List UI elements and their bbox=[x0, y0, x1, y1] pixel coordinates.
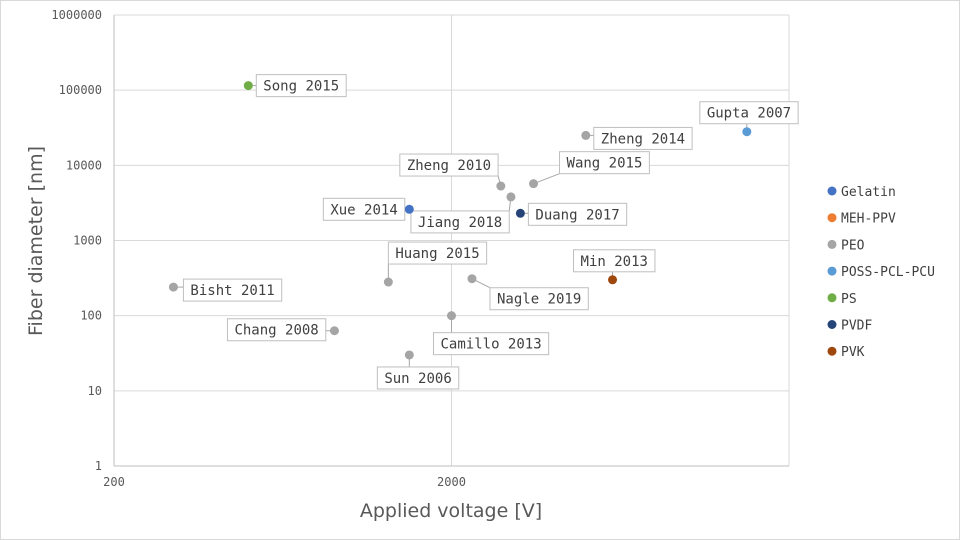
data-label: Sun 2006 bbox=[384, 371, 451, 387]
legend-label: PS bbox=[841, 292, 857, 307]
data-label-box bbox=[410, 210, 510, 234]
data-point bbox=[742, 127, 752, 137]
data-label: Chang 2008 bbox=[234, 323, 318, 339]
data-label: Camillo 2013 bbox=[441, 337, 542, 353]
data-label: Huang 2015 bbox=[395, 246, 479, 262]
data-label-box bbox=[226, 318, 327, 342]
y-tick-label: 10000 bbox=[66, 158, 102, 172]
legend-label: PVDF bbox=[841, 319, 872, 334]
x-tick-label: 2000 bbox=[437, 475, 466, 489]
data-point bbox=[447, 311, 456, 321]
data-label-box bbox=[489, 287, 589, 311]
axes bbox=[113, 15, 789, 467]
data-label: Song 2015 bbox=[263, 79, 339, 95]
legend-label: PEO bbox=[841, 238, 865, 253]
data-label-box bbox=[593, 126, 693, 150]
data-label: Zheng 2010 bbox=[407, 158, 491, 174]
legend: Gelatin MEH-PPV PEO POSS-PCL-PCU PS PVDF PVK bbox=[827, 185, 935, 360]
data-label-box bbox=[182, 278, 283, 302]
y-tick-label: 1000 bbox=[73, 234, 102, 248]
data-label: Min 2013 bbox=[581, 254, 648, 270]
data-label-box bbox=[399, 153, 499, 177]
data-label: Gupta 2007 bbox=[707, 106, 791, 122]
data-points bbox=[168, 81, 752, 360]
legend-label: MEH-PPV bbox=[841, 212, 896, 227]
legend-marker bbox=[827, 186, 837, 196]
data-label: Bisht 2011 bbox=[190, 283, 274, 299]
data-label: Xue 2014 bbox=[330, 202, 397, 218]
data-label-box bbox=[387, 241, 488, 265]
x-axis-title: Applied voltage [V] bbox=[360, 500, 542, 522]
data-label: Jiang 2018 bbox=[418, 215, 502, 231]
legend-marker bbox=[827, 346, 837, 356]
x-tick-label: 200 bbox=[103, 475, 125, 489]
data-point bbox=[529, 179, 539, 189]
legend-label: POSS-PCL-PCU bbox=[841, 265, 935, 280]
data-label: Nagle 2019 bbox=[497, 292, 581, 308]
data-point bbox=[506, 192, 516, 202]
data-point bbox=[581, 130, 591, 140]
data-point bbox=[496, 181, 506, 191]
legend-marker bbox=[827, 239, 837, 249]
data-point bbox=[168, 282, 178, 292]
data-point bbox=[329, 326, 339, 336]
legend-label: PVK bbox=[841, 345, 865, 360]
data-label: Zheng 2014 bbox=[601, 131, 685, 147]
legend-marker bbox=[827, 293, 837, 303]
y-tick-label: 1000000 bbox=[51, 8, 102, 22]
y-tick-label: 10 bbox=[88, 384, 102, 398]
data-label-box bbox=[376, 366, 460, 390]
y-tick-label: 100 bbox=[80, 309, 102, 323]
data-point bbox=[383, 277, 393, 287]
data-label-leader bbox=[533, 173, 560, 185]
data-label-box bbox=[433, 332, 550, 356]
legend-marker bbox=[827, 320, 837, 329]
data-point bbox=[515, 208, 525, 218]
y-tick-label: 100000 bbox=[59, 83, 102, 97]
legend-marker bbox=[827, 213, 837, 223]
tick-labels: 1 10 100 1000 10000 100000 1000000 200 2000 bbox=[51, 8, 466, 489]
data-point bbox=[467, 274, 477, 284]
grid bbox=[113, 14, 790, 467]
data-point bbox=[404, 204, 414, 214]
data-point bbox=[608, 275, 618, 285]
y-tick-label: 1 bbox=[95, 459, 102, 473]
data-label: Duang 2017 bbox=[535, 207, 619, 223]
y-axis-title: Fiber diameter [nm] bbox=[25, 146, 47, 336]
data-label: Wang 2015 bbox=[567, 156, 643, 172]
legend-marker bbox=[827, 266, 837, 276]
data-point bbox=[243, 81, 253, 91]
data-label-box bbox=[699, 101, 799, 125]
data-labels: Xue 2014 Bisht 2011 Chang 2008 Huang 2015 Su… bbox=[173, 74, 799, 390]
data-point bbox=[404, 350, 414, 360]
data-label-box bbox=[322, 197, 406, 221]
data-label-box bbox=[559, 151, 650, 175]
legend-label: Gelatin bbox=[841, 185, 896, 200]
data-label-box bbox=[527, 202, 628, 226]
data-label-box bbox=[255, 74, 347, 98]
data-label-box bbox=[573, 249, 656, 273]
